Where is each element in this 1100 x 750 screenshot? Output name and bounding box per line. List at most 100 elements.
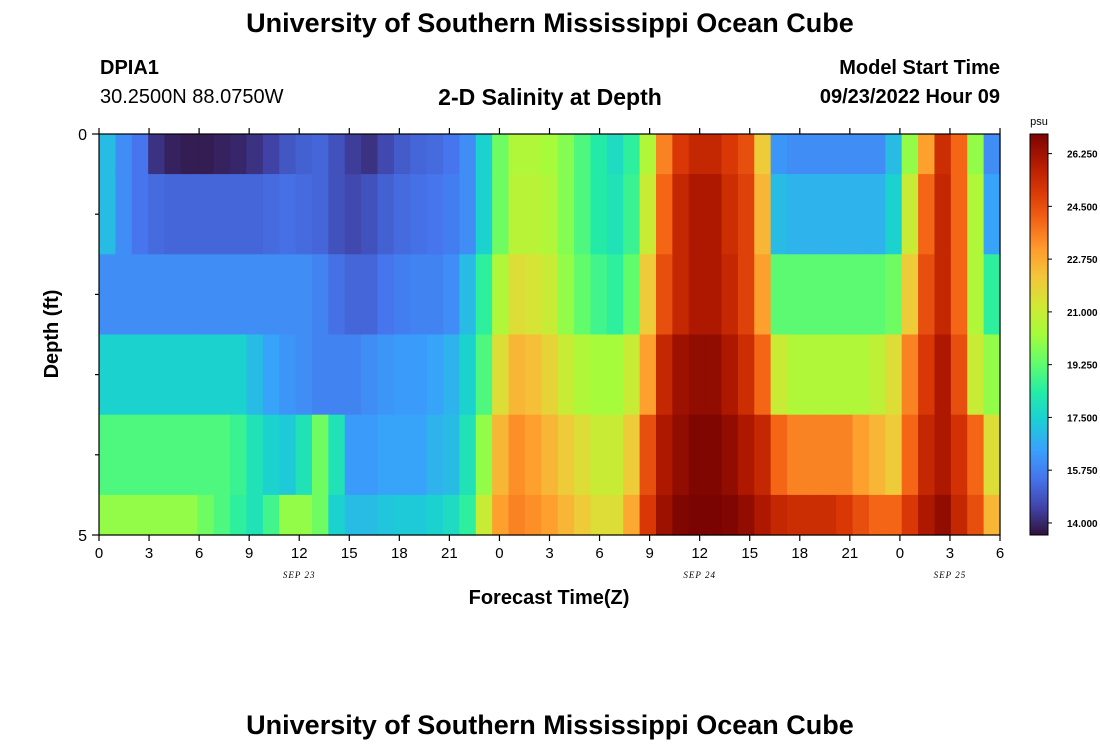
heatmap-cell [639,174,657,255]
heatmap-cell [148,334,166,416]
heatmap-cell [393,334,411,416]
heatmap-cell [836,414,854,496]
heatmap-cell [639,414,657,496]
heatmap-cell [311,174,329,255]
heatmap-cell [721,414,739,496]
heatmap-cell [230,134,248,175]
heatmap-cell [131,174,149,255]
date-label: SEP 25 [934,570,967,580]
heatmap-cell [557,334,575,416]
heatmap-cell [311,414,329,496]
colorbar-tick-label: 24.500 [1067,202,1098,213]
heatmap-cell [868,134,886,175]
heatmap-cell [590,414,608,496]
heatmap-cell [901,494,919,536]
heatmap-cell [901,254,919,336]
heatmap-cell [230,494,248,536]
heatmap-cell [213,414,231,496]
heatmap-cell [606,414,624,496]
x-tick-label: 3 [946,545,954,562]
heatmap-cell [115,414,133,496]
heatmap-cell [852,134,870,175]
x-tick-label: 21 [841,545,858,562]
y-axis-label: Depth (ft) [41,290,63,379]
heatmap-cell [655,254,673,336]
heatmap-cell [590,334,608,416]
heatmap-cell [918,414,936,496]
heatmap-cell [721,254,739,336]
heatmap-cell [737,494,755,536]
heatmap-cell [508,414,526,496]
heatmap-cell [524,494,542,536]
heatmap-cell [868,334,886,416]
heatmap-cell [426,414,444,496]
heatmap-cell [279,174,297,255]
heatmap-cell [197,494,215,536]
colorbar-tick-label: 19.250 [1067,361,1098,372]
heatmap-cell [164,494,182,536]
heatmap-cell [393,174,411,255]
heatmap-cell [557,494,575,536]
heatmap-cell [443,414,460,496]
heatmap-cell [574,174,592,255]
heatmap-cell [295,174,313,255]
colorbar-tick-label: 15.750 [1067,466,1098,477]
heatmap-cell [295,494,313,536]
heatmap-cell [852,414,870,496]
heatmap-cell [803,134,821,175]
heatmap-cell [377,174,395,255]
heatmap-cell [115,494,133,536]
heatmap-cell [426,174,444,255]
heatmap-cell [524,334,542,416]
heatmap-cell [885,494,903,536]
heatmap-cell [164,334,182,416]
heatmap-cell [279,334,297,416]
heatmap-cell [967,174,985,255]
heatmap-cell [262,134,280,175]
heatmap-cell [770,174,788,255]
x-tick-label: 6 [595,545,603,562]
heatmap-cell [590,134,608,175]
heatmap-cell [344,414,362,496]
heatmap-cell [443,134,460,175]
heatmap-cell [852,254,870,336]
x-tick-label: 0 [95,545,103,562]
heatmap-cell [967,414,985,496]
heatmap-cell [99,334,116,416]
heatmap-cell [311,134,329,175]
x-tick-label: 15 [741,545,758,562]
model-start-label: Model Start Time [839,57,1000,79]
heatmap-cell [590,174,608,255]
heatmap-cell [803,334,821,416]
x-tick-label: 6 [996,545,1004,562]
heatmap-cell [672,334,690,416]
heatmap-cell [655,414,673,496]
heatmap-cell [606,134,624,175]
station-location: 30.2500N 88.0750W [100,86,284,108]
heatmap-cell [262,414,280,496]
heatmap-cell [148,174,166,255]
heatmap-cell [230,414,248,496]
heatmap-cell [475,134,493,175]
heatmap-cell [344,174,362,255]
heatmap-cell [655,334,673,416]
heatmap-cell [623,414,641,496]
heatmap-cell [279,134,297,175]
colorbar-tick-label: 21.000 [1067,308,1098,319]
heatmap-cell [213,134,231,175]
heatmap-cell [230,254,248,336]
heatmap-cell [99,254,116,336]
heatmap-cell [983,414,1001,496]
heatmap-cell [328,254,346,336]
heatmap-cell [885,134,903,175]
heatmap-cell [901,134,919,175]
heatmap-cell [311,494,329,536]
heatmap-cell [770,414,788,496]
heatmap-cell [819,334,837,416]
heatmap-cell [606,174,624,255]
heatmap-cell [377,134,395,175]
heatmap-cell [524,414,542,496]
heatmap-cell [983,174,1001,255]
heatmap-cell [836,174,854,255]
heatmap-cell [885,414,903,496]
